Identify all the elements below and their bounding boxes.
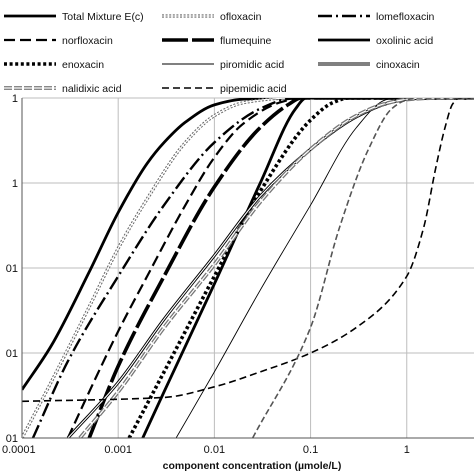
series-piromidic-acid [175, 98, 474, 438]
y-tick-label: 01 [6, 263, 18, 275]
legend-label: norfloxacin [62, 35, 113, 47]
series-total-mixture-e-c [22, 98, 474, 391]
legend-label: oxolinic acid [376, 35, 433, 47]
legend-item-enoxacin: enoxacin [4, 59, 104, 71]
series-flumequine [87, 98, 474, 438]
legend-item-ofloxacin: ofloxacin [162, 11, 262, 23]
x-tick-label: 0.01 [204, 444, 225, 456]
legend-label: cinoxacin [376, 59, 420, 71]
y-tick-label: 01 [6, 348, 18, 360]
axes [21, 98, 474, 439]
x-tick-label: 1 [404, 444, 410, 456]
series-line-oxolinic-acid [141, 98, 474, 438]
series-line-pipemidic-acid [22, 98, 474, 403]
y-tick-labels: 1 1 01 01 01 [6, 93, 18, 445]
x-tick-label: 0.001 [104, 444, 132, 456]
x-tick-label: 0.0001 [2, 444, 36, 456]
legend-label: enoxacin [62, 59, 104, 71]
series-line-enoxacin [127, 98, 474, 438]
y-tick-label: 1 [12, 178, 18, 190]
legend-item-piromidic-acid: piromidic acid [162, 59, 284, 71]
legend-item-norfloxacin: norfloxacin [4, 35, 113, 47]
legend-label: nalidixic acid [62, 83, 122, 95]
series-line-piromidic-acid [175, 98, 474, 438]
legend-item-total-mixture-e-c: Total Mixture E(c) [4, 11, 144, 23]
legend-label: ofloxacin [220, 11, 262, 23]
y-tick-label: 01 [6, 433, 18, 445]
legend-label: lomefloxacin [376, 11, 435, 23]
legend-label: pipemidic acid [220, 83, 287, 95]
legend-item-lomefloxacin: lomefloxacin [318, 11, 435, 23]
y-tick-label: 1 [12, 93, 18, 105]
series-enoxacin [127, 98, 474, 438]
series-oxolinic-acid [141, 98, 474, 438]
legend-label: piromidic acid [220, 59, 284, 71]
series-line-lomefloxacin [31, 98, 474, 438]
series-pipemidic-acid [22, 98, 474, 403]
x-axis-title: component concentration (µmole/L) [163, 460, 342, 472]
x-tick-labels: 0.0001 0.001 0.01 0.1 1 [2, 444, 410, 456]
legend-item-flumequine: flumequine [162, 35, 272, 47]
x-tick-label: 0.1 [303, 444, 318, 456]
legend-item-cinoxacin: cinoxacin [318, 59, 420, 71]
legend-item-pipemidic-acid: pipemidic acid [162, 83, 287, 95]
legend: Total Mixture E(c) ofloxacin lomefloxacin n… [4, 11, 435, 95]
legend-label: Total Mixture E(c) [62, 11, 144, 23]
series-lines [22, 98, 474, 438]
legend-item-oxolinic-acid: oxolinic acid [318, 35, 433, 47]
series-line-flumequine [87, 98, 474, 438]
series-lomefloxacin [31, 98, 474, 438]
legend-label: flumequine [220, 35, 272, 47]
legend-item-nalidixic-acid: nalidixic acid [4, 83, 122, 95]
series-line-total-mixture-e-c [22, 98, 474, 391]
